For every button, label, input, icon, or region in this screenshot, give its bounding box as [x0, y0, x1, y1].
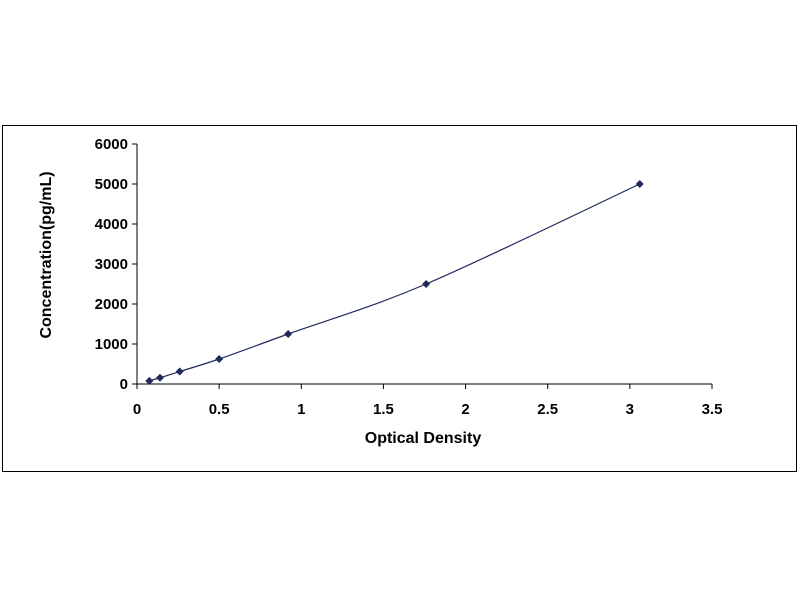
- x-tick-label: 1.5: [373, 401, 394, 418]
- data-point: [422, 280, 431, 288]
- y-tick-label: 5000: [95, 176, 128, 193]
- y-tick-label: 6000: [95, 136, 128, 153]
- data-point: [215, 355, 224, 363]
- x-tick-label: 0.5: [209, 401, 230, 418]
- x-tick-label: 2.5: [537, 401, 558, 418]
- x-ticks: 0 0.5 1 1.5 2 2.5 3 3.5: [133, 384, 723, 418]
- data-points: [145, 180, 644, 385]
- y-tick-label: 0: [120, 376, 128, 393]
- axes: [136, 144, 712, 385]
- y-tick-label: 2000: [95, 296, 128, 313]
- fit-curve: [149, 183, 640, 382]
- data-point: [145, 376, 154, 385]
- y-ticks: 0 1000 2000 3000 4000 5000 6000: [95, 136, 137, 393]
- x-tick-label: 2: [461, 401, 469, 418]
- y-tick-label: 1000: [95, 336, 128, 353]
- chart-frame: [2, 125, 797, 472]
- data-point: [156, 373, 164, 382]
- x-tick-label: 1: [297, 401, 305, 418]
- x-tick-label: 3.5: [702, 401, 723, 418]
- x-tick-label: 0: [133, 401, 141, 418]
- x-axis-label: Optical Density: [365, 430, 482, 447]
- data-point: [175, 367, 184, 376]
- data-point: [635, 180, 644, 188]
- y-tick-label: 3000: [95, 256, 128, 273]
- y-axis-label: Concentration(pg/mL): [38, 171, 55, 338]
- data-point: [284, 330, 293, 338]
- y-tick-label: 4000: [95, 216, 128, 233]
- x-tick-label: 3: [626, 401, 634, 418]
